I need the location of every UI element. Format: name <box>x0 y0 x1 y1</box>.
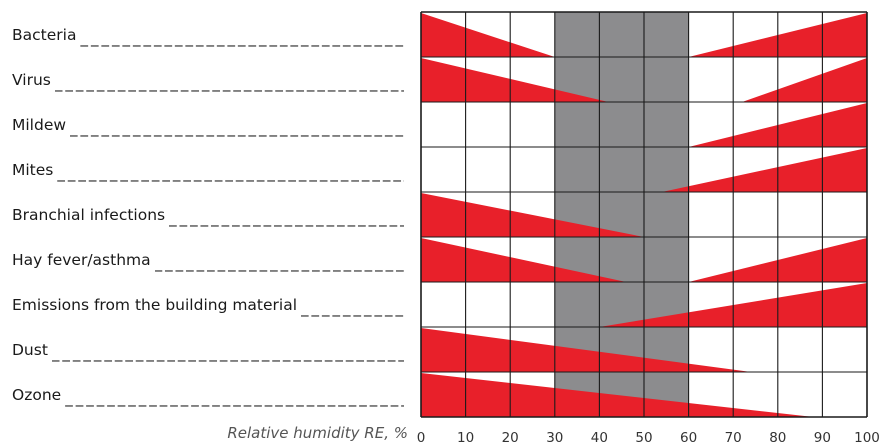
row-label-text: Emissions from the building material <box>12 295 298 314</box>
row-label-text: Dust <box>12 340 48 359</box>
row-label-dust: Dust____________________________________… <box>12 327 404 372</box>
x-tick-label: 100 <box>854 430 880 446</box>
row-label-text: Branchial infections <box>12 205 166 224</box>
x-tick-label: 20 <box>502 430 519 446</box>
x-tick-label: 90 <box>814 430 831 446</box>
row-label-text: Virus <box>12 70 51 89</box>
x-tick-label: 80 <box>769 430 786 446</box>
row-label-text: Mildew <box>12 115 67 134</box>
high-humidity-wedge-mites <box>661 148 867 192</box>
row-label-emissions-from-the-building-material: Emissions from the building material ____… <box>12 282 404 327</box>
leader-dashes: ________________________________________ <box>65 388 404 407</box>
low-humidity-wedge-branchial-infections <box>421 193 644 237</box>
leader-dashes: ________________________________________ <box>154 253 404 272</box>
x-tick-label: 0 <box>417 430 426 446</box>
x-tick-label: 50 <box>635 430 652 446</box>
row-label-mites: Mites___________________________________… <box>12 147 404 192</box>
low-humidity-wedge-ozone <box>421 373 814 417</box>
row-label-branchial-infections: Branchial infections ____________________… <box>12 192 404 237</box>
row-label-text: Mites <box>12 160 54 179</box>
leader-dashes: ________________________________________ <box>301 298 404 317</box>
low-humidity-wedge-hay-fever-asthma <box>421 238 627 282</box>
x-tick-label: 70 <box>725 430 742 446</box>
x-tick-label: 30 <box>546 430 563 446</box>
high-humidity-wedge-virus <box>742 58 867 102</box>
leader-dashes: ________________________________________ <box>70 118 404 137</box>
row-label-text: Bacteria <box>12 25 77 44</box>
row-label-text: Ozone <box>12 385 62 404</box>
low-humidity-wedge-dust <box>421 328 752 372</box>
row-label-hay-fever-asthma: Hay fever/asthma________________________… <box>12 237 404 282</box>
x-axis-label: Relative humidity RE, % <box>227 424 408 442</box>
row-label-virus: Virus___________________________________… <box>12 57 404 102</box>
row-label-bacteria: Bacteria________________________________… <box>12 12 404 57</box>
leader-dashes: ________________________________________ <box>57 163 404 182</box>
low-humidity-wedge-bacteria <box>421 13 555 57</box>
leader-dashes: ________________________________________ <box>51 343 404 362</box>
row-labels: Bacteria________________________________… <box>0 12 410 417</box>
x-tick-label: 40 <box>591 430 608 446</box>
row-label-text: Hay fever/asthma <box>12 250 151 269</box>
row-label-ozone: Ozone___________________________________… <box>12 372 404 417</box>
leader-dashes: ________________________________________ <box>54 73 404 92</box>
row-label-mildew: Mildew__________________________________… <box>12 102 404 147</box>
leader-dashes: ________________________________________ <box>80 28 404 47</box>
leader-dashes: ________________________________________ <box>169 208 404 227</box>
low-humidity-wedge-virus <box>421 58 609 102</box>
x-tick-label: 10 <box>457 430 474 446</box>
x-tick-label: 60 <box>680 430 697 446</box>
